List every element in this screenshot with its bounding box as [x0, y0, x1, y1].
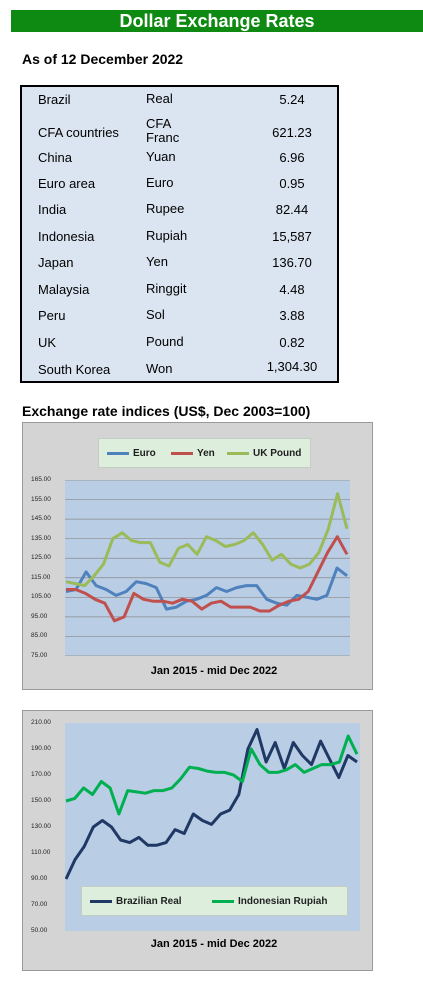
legend-label: UK Pound: [253, 448, 302, 459]
country-name: China: [38, 150, 72, 165]
rate-value: 136.70: [272, 255, 312, 270]
country-name: UK: [38, 335, 57, 350]
x-axis-label: Jan 2015 - mid Dec 2022: [150, 665, 278, 677]
chart-lines: [65, 480, 350, 656]
country-name: CFA countries: [38, 125, 119, 140]
legend-item: Indonesian Rupiah: [212, 896, 327, 907]
currency-name: Won: [146, 361, 173, 376]
y-tick-label: 210.00: [31, 719, 51, 726]
y-tick-label: 105.00: [31, 593, 51, 601]
legend-swatch: [107, 452, 129, 455]
y-tick-label: 165.00: [31, 476, 51, 483]
currency-name: Sol: [146, 307, 165, 322]
series-line-uk-pound: [65, 492, 349, 588]
rate-value: 6.96: [279, 150, 305, 165]
currency-name: Ringgit: [146, 281, 187, 296]
legend-label: Indonesian Rupiah: [238, 896, 328, 907]
series-line-yen: [66, 535, 349, 623]
country-name: Japan: [38, 255, 74, 270]
country-name: Indonesia: [38, 229, 95, 244]
currency-name: CFA Franc: [146, 116, 180, 145]
currency-name: Rupee: [146, 201, 185, 216]
legend-item: UK Pound: [227, 448, 301, 459]
y-tick-label: 90.00: [31, 875, 48, 882]
as-of-date: As of 12 December 2022: [22, 51, 184, 67]
rate-value: 621.23: [272, 125, 312, 140]
legend-item: Euro: [107, 448, 156, 459]
legend-item: Yen: [171, 448, 215, 459]
y-tick-label: 75.00: [31, 652, 48, 659]
indices-heading: Exchange rate indices (US$, Dec 2003=100…: [22, 403, 311, 419]
y-tick-label: 145.00: [31, 515, 51, 523]
currency-name: Euro: [146, 175, 174, 190]
y-tick-label: 85.00: [31, 632, 48, 640]
y-tick-label: 155.00: [31, 495, 51, 503]
rate-value: 5.24: [279, 92, 305, 107]
rate-value: 0.95: [279, 176, 305, 191]
chart-legend: Brazilian Real Indonesian Rupiah: [81, 886, 348, 916]
y-tick-label: 110.00: [31, 849, 51, 856]
y-tick-label: 170.00: [31, 771, 51, 778]
legend-label: Yen: [197, 448, 215, 459]
rate-value: 4.48: [279, 282, 305, 297]
country-name: Malaysia: [38, 282, 90, 297]
legend-swatch: [90, 900, 112, 903]
legend-item: Brazilian Real: [90, 896, 182, 907]
legend-label: Brazilian Real: [116, 896, 182, 907]
x-axis-label: Jan 2015 - mid Dec 2022: [150, 938, 278, 950]
currency-name: Yen: [146, 254, 168, 269]
legend-swatch: [227, 452, 249, 455]
series-line-euro: [65, 566, 348, 611]
y-tick-label: 135.00: [31, 534, 51, 542]
page-title: Dollar Exchange Rates: [11, 10, 423, 32]
chart-frame-major-currencies: Euro Yen UK Pound 165.00 155.00 145.00 135.00…: [22, 422, 373, 690]
y-tick-label: 70.00: [31, 901, 48, 908]
y-tick-label: 130.00: [31, 823, 51, 830]
series-line-indonesian-rupiah: [65, 734, 359, 816]
y-tick-label: 95.00: [31, 612, 48, 620]
country-name: South Korea: [38, 362, 111, 377]
rate-value: 1,304.30: [266, 359, 318, 374]
country-name: Peru: [38, 308, 66, 323]
chart-frame-real-rupiah: 210.00 190.00 170.00 150.00 130.00 110.00 90.0…: [22, 710, 373, 971]
y-tick-label: 50.00: [31, 927, 48, 934]
y-tick-label: 115.00: [31, 573, 51, 581]
chart-legend: Euro Yen UK Pound: [98, 438, 311, 468]
currency-name: Real: [146, 91, 173, 106]
country-name: Brazil: [38, 92, 71, 107]
rate-value: 3.88: [279, 308, 305, 323]
rate-value: 15,587: [272, 229, 312, 244]
currency-name: Yuan: [146, 149, 176, 164]
country-name: India: [38, 202, 67, 217]
y-tick-label: 190.00: [31, 745, 51, 752]
rate-value: 0.82: [279, 335, 305, 350]
legend-swatch: [212, 900, 234, 903]
chart-lines: [65, 728, 359, 880]
currency-name: Pound: [146, 334, 184, 349]
y-tick-label: 125.00: [31, 554, 51, 562]
country-name: Euro area: [38, 176, 96, 191]
exchange-rates-table: Brazil Real 5.24 CFA countries CFA Franc 621.…: [20, 85, 339, 383]
series-line-brazilian-real: [65, 728, 358, 880]
legend-swatch: [171, 452, 193, 455]
y-tick-label: 150.00: [31, 797, 51, 804]
rate-value: 82.44: [275, 202, 309, 217]
currency-name: Rupiah: [146, 228, 188, 243]
legend-label: Euro: [133, 448, 156, 459]
